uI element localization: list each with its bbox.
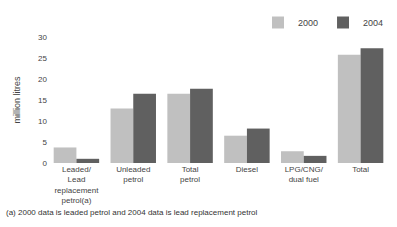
svg-text:2004: 2004 [363, 18, 383, 28]
svg-text:LPG/CNG/dual fuel: LPG/CNG/dual fuel [285, 165, 324, 184]
svg-text:Leaded/Leadreplacementpetrol(a: Leaded/Leadreplacementpetrol(a) [54, 165, 99, 205]
svg-text:20: 20 [38, 75, 47, 84]
svg-text:30: 30 [38, 33, 47, 42]
svg-text:Diesel: Diesel [236, 165, 258, 174]
svg-text:million litres: million litres [12, 76, 22, 124]
svg-text:Unleadedpetrol: Unleadedpetrol [116, 165, 150, 184]
svg-text:Total: Total [352, 165, 369, 174]
svg-text:25: 25 [38, 54, 47, 63]
svg-text:2000: 2000 [298, 18, 318, 28]
svg-text:(a) 2000 data is leaded petrol: (a) 2000 data is leaded petrol and 2004 … [6, 208, 258, 217]
svg-text:15: 15 [38, 96, 47, 105]
svg-text:10: 10 [38, 117, 47, 126]
svg-text:0: 0 [43, 159, 48, 168]
svg-text:5: 5 [43, 138, 48, 147]
svg-text:Totalpetrol: Totalpetrol [180, 165, 200, 184]
